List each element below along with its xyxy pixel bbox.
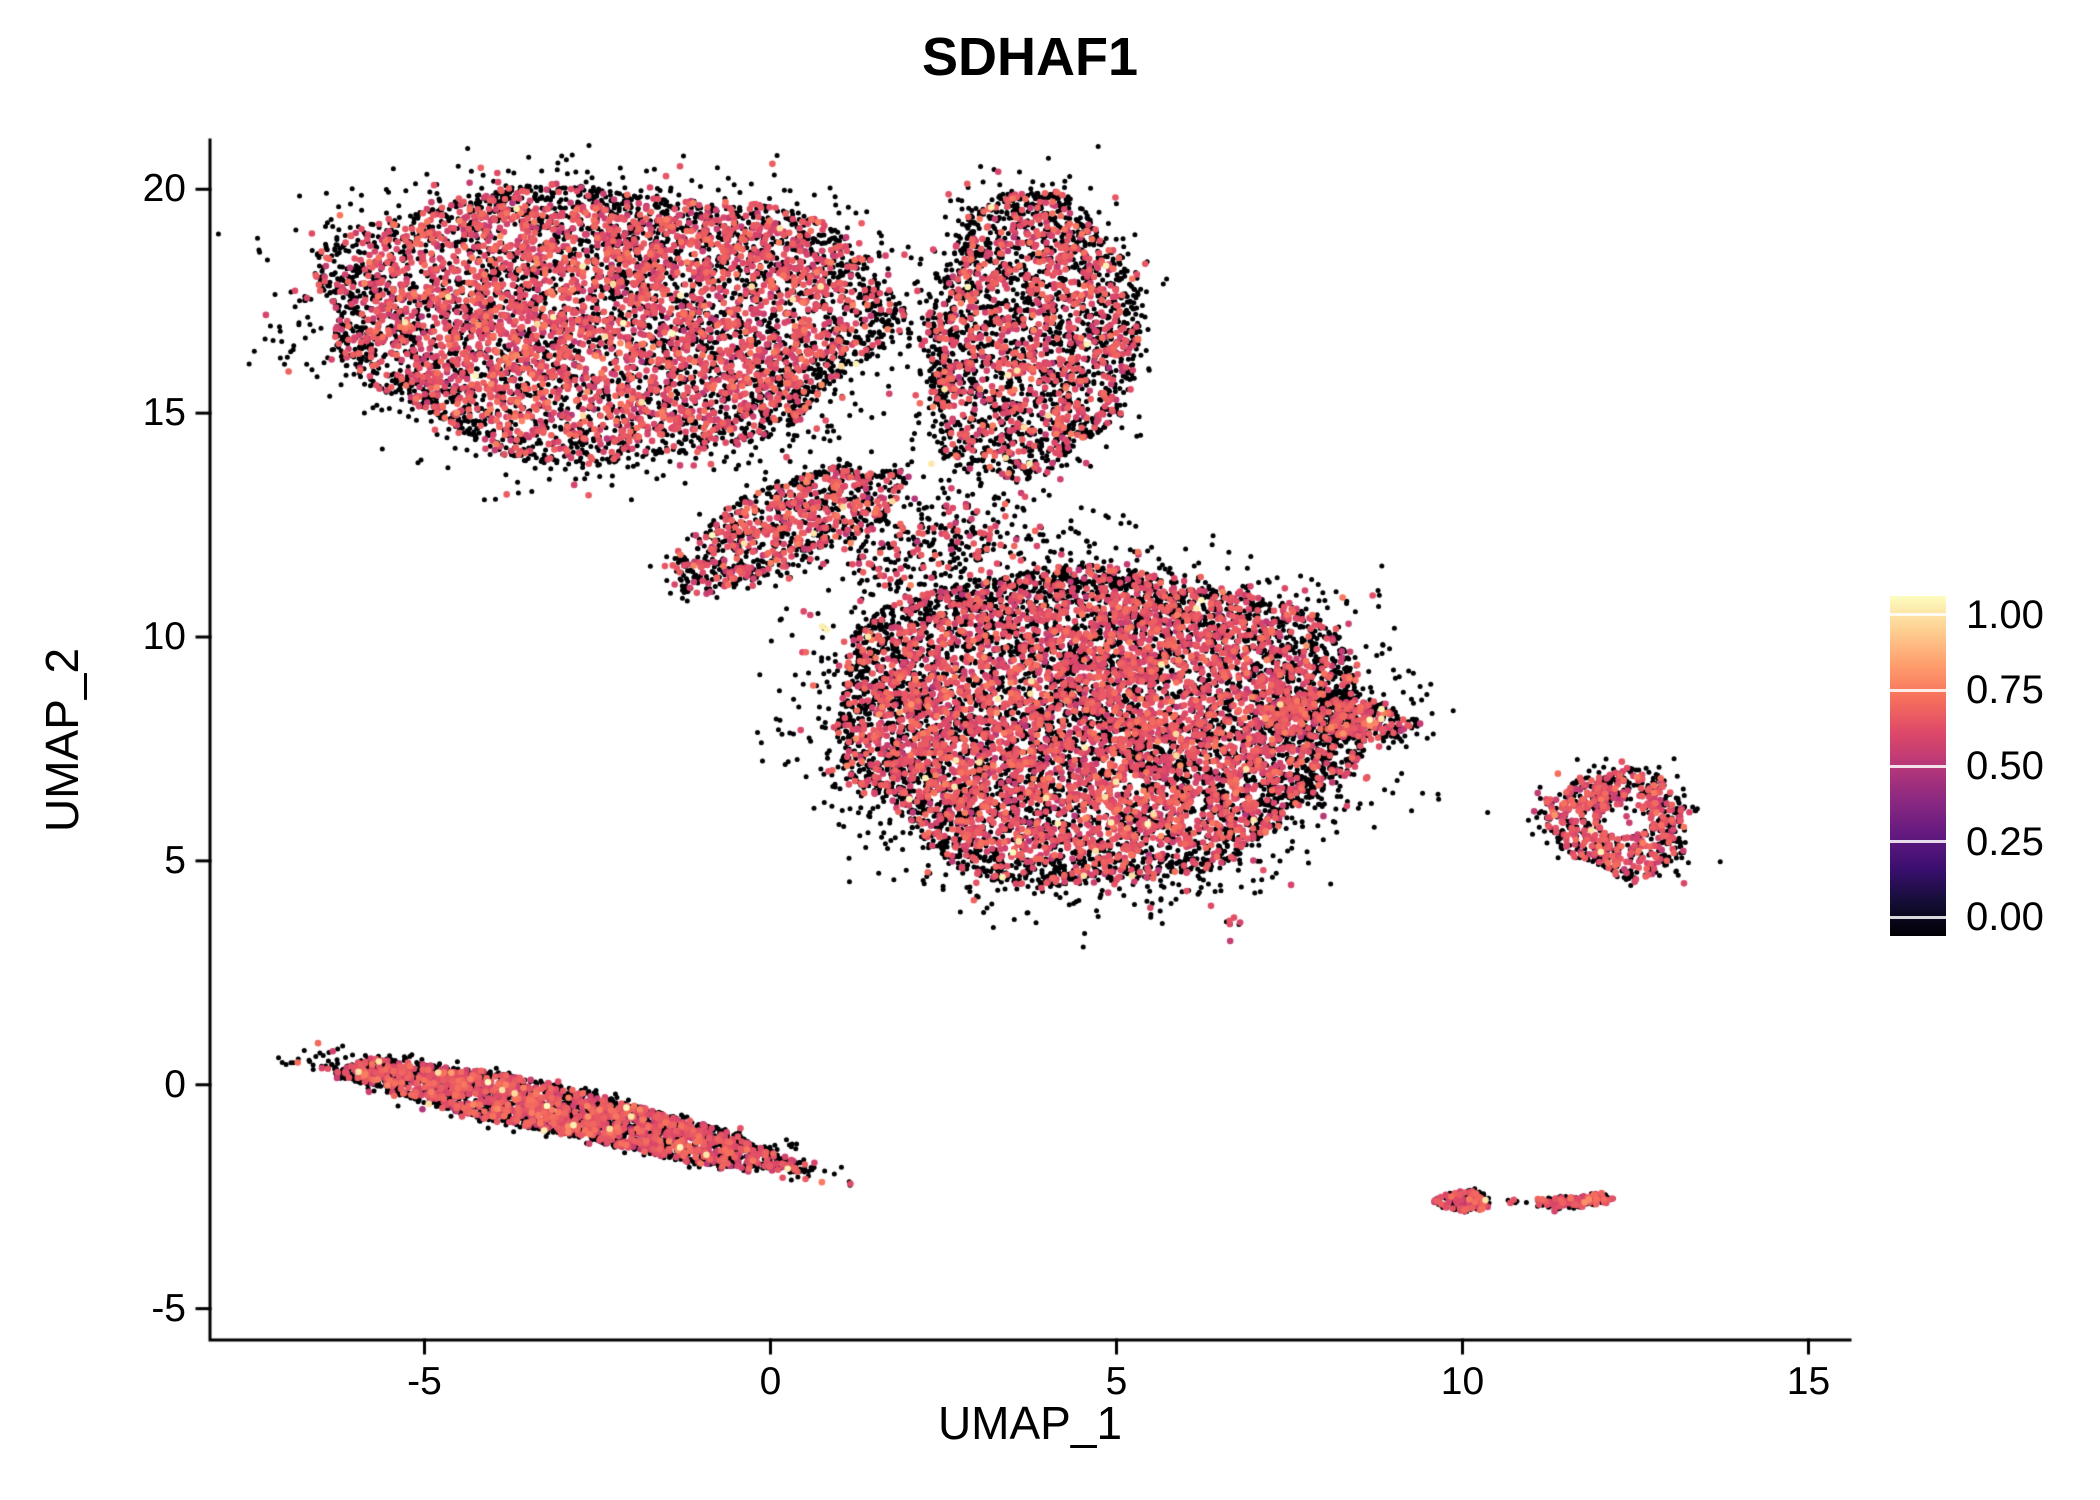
x-tick-label: -5 xyxy=(407,1360,442,1403)
colorbar-tick-label: 0.75 xyxy=(1966,668,2044,713)
colorbar-tick xyxy=(1890,688,1946,692)
colorbar-tick-label: 0.25 xyxy=(1966,819,2044,864)
y-tick-label: 20 xyxy=(142,167,186,211)
colorbar-legend: 1.00 0.75 0.50 0.25 0.00 xyxy=(1890,592,2100,940)
y-tick-label: 0 xyxy=(164,1062,186,1106)
colorbar-tick-label: 0.50 xyxy=(1966,744,2044,788)
colorbar-tick xyxy=(1890,915,1946,919)
colorbar-tick-label: 0.00 xyxy=(1966,895,2044,940)
y-tick-label: -5 xyxy=(151,1286,186,1330)
colorbar-tick-label: 1.00 xyxy=(1966,592,2044,637)
colorbar-tick xyxy=(1890,613,1946,617)
x-tick-label: 10 xyxy=(1440,1360,1485,1403)
y-axis-label: UMAP_2 xyxy=(36,647,88,833)
x-tick-label: 0 xyxy=(759,1360,782,1403)
x-tick-label: 5 xyxy=(1105,1360,1128,1403)
x-axis-label: UMAP_1 xyxy=(937,1397,1123,1449)
colorbar-tick xyxy=(1890,840,1946,844)
colorbar-tick xyxy=(1890,764,1946,768)
x-tick-label: 15 xyxy=(1786,1360,1831,1403)
y-tick-label: 10 xyxy=(142,615,186,658)
y-tick-label: 15 xyxy=(142,391,186,435)
plot-title: SDHAF1 xyxy=(921,27,1139,87)
y-tick-label: 5 xyxy=(164,838,186,882)
